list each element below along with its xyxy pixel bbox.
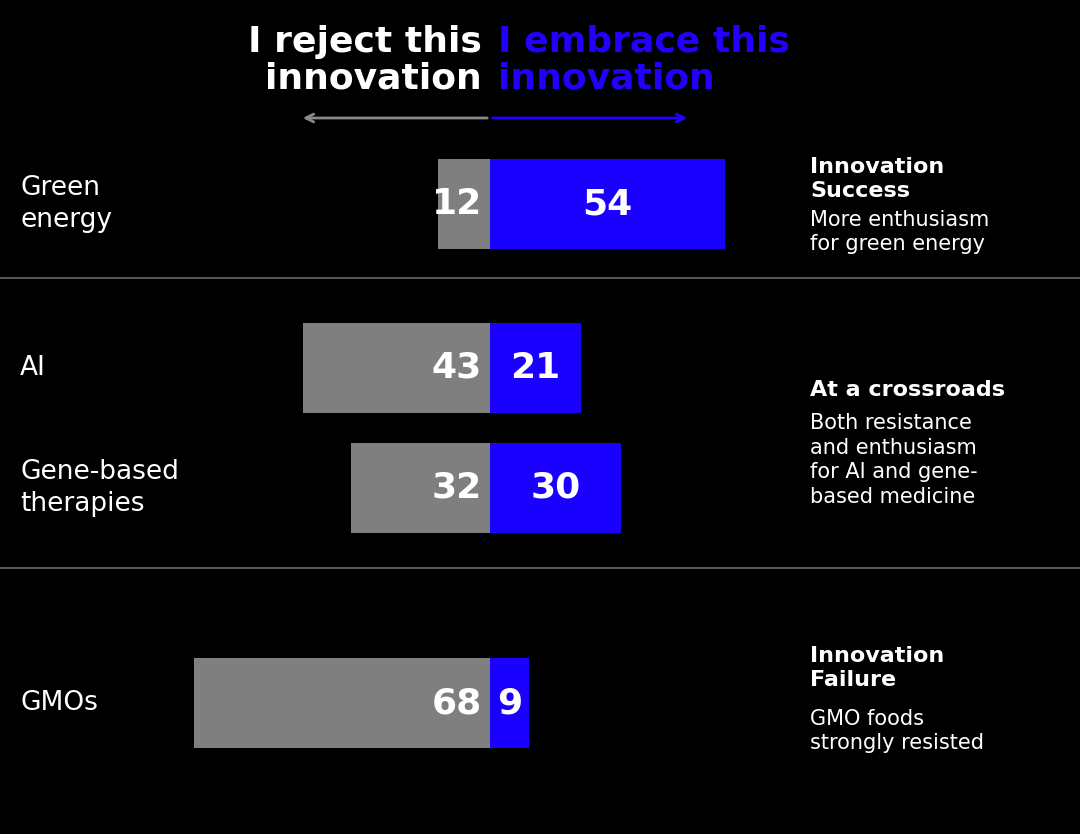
Bar	[490, 443, 621, 533]
Text: GMOs: GMOs	[21, 690, 98, 716]
Text: AI: AI	[21, 354, 45, 381]
Text: At a crossroads: At a crossroads	[810, 380, 1005, 400]
Text: GMO foods
strongly resisted: GMO foods strongly resisted	[810, 709, 984, 753]
Text: 68: 68	[432, 686, 482, 720]
Text: I embrace this
innovation: I embrace this innovation	[498, 25, 789, 95]
Text: Gene-based
therapies: Gene-based therapies	[21, 459, 179, 517]
Text: Innovation
Failure: Innovation Failure	[810, 646, 944, 690]
Text: 21: 21	[511, 351, 561, 384]
Text: Green
energy: Green energy	[21, 175, 112, 233]
Bar	[490, 323, 581, 413]
Bar	[303, 323, 490, 413]
Text: Innovation
Success: Innovation Success	[810, 158, 944, 201]
Text: 43: 43	[432, 351, 482, 384]
Bar	[194, 658, 490, 748]
Text: 9: 9	[497, 686, 523, 720]
Text: I reject this
innovation: I reject this innovation	[248, 25, 482, 95]
Text: 54: 54	[582, 187, 633, 221]
Bar	[490, 159, 725, 249]
Text: 30: 30	[530, 471, 580, 505]
Bar	[437, 159, 490, 249]
Text: More enthusiasm
for green energy: More enthusiasm for green energy	[810, 209, 989, 254]
Text: Both resistance
and enthusiasm
for AI and gene-
based medicine: Both resistance and enthusiasm for AI an…	[810, 413, 977, 507]
Text: 12: 12	[432, 187, 482, 221]
Bar	[351, 443, 490, 533]
Text: 32: 32	[432, 471, 482, 505]
Bar	[490, 658, 529, 748]
